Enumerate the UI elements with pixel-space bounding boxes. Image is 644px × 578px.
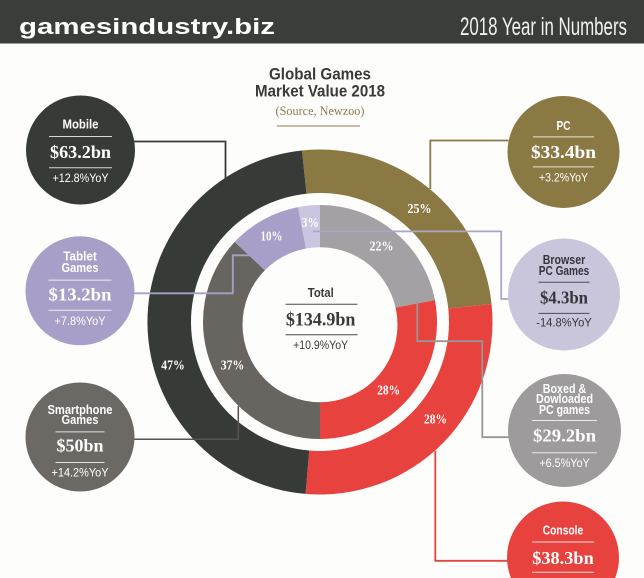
svg-text:PC games: PC games xyxy=(539,403,590,417)
svg-text:Smartphone: Smartphone xyxy=(48,403,113,417)
svg-text:Global Games: Global Games xyxy=(269,66,371,84)
svg-text:22%: 22% xyxy=(370,240,394,255)
svg-text:37%: 37% xyxy=(221,359,245,374)
svg-text:+7.8%YoY: +7.8%YoY xyxy=(55,314,106,328)
svg-text:$63.2bn: $63.2bn xyxy=(50,142,111,162)
svg-text:+3.2%YoY: +3.2%YoY xyxy=(539,171,588,185)
svg-text:10%: 10% xyxy=(261,229,283,244)
svg-text:PC Games: PC Games xyxy=(539,264,590,278)
svg-text:3%: 3% xyxy=(302,216,319,231)
svg-text:Console: Console xyxy=(543,523,584,537)
svg-text:Total: Total xyxy=(308,286,334,300)
svg-text:$4.3bn: $4.3bn xyxy=(540,288,588,308)
svg-text:+12.8%YoY: +12.8%YoY xyxy=(53,171,109,185)
svg-text:+14.2%YoY: +14.2%YoY xyxy=(52,465,109,479)
svg-text:+6.5%YoY: +6.5%YoY xyxy=(539,456,590,470)
svg-text:2018 Year in Numbers: 2018 Year in Numbers xyxy=(460,13,627,41)
svg-text:28%: 28% xyxy=(424,412,447,427)
svg-text:$50bn: $50bn xyxy=(57,436,104,456)
svg-text:+10.9%YoY: +10.9%YoY xyxy=(293,338,348,352)
svg-text:Boxed &: Boxed & xyxy=(543,382,587,396)
svg-text:$38.3bn: $38.3bn xyxy=(532,548,594,568)
svg-text:Games: Games xyxy=(62,261,99,275)
svg-text:Mobile: Mobile xyxy=(63,117,99,131)
svg-text:Market Value 2018: Market Value 2018 xyxy=(255,83,385,101)
svg-text:$134.9bn: $134.9bn xyxy=(286,310,356,330)
svg-text:gamesindustry.biz: gamesindustry.biz xyxy=(19,14,275,39)
svg-text:28%: 28% xyxy=(377,384,400,399)
svg-text:25%: 25% xyxy=(408,202,432,217)
svg-text:Tablet: Tablet xyxy=(63,250,97,264)
svg-text:$13.2bn: $13.2bn xyxy=(49,285,112,305)
svg-text:Games: Games xyxy=(62,413,99,427)
svg-text:(Source, Newzoo): (Source, Newzoo) xyxy=(276,104,365,118)
svg-text:47%: 47% xyxy=(161,359,185,374)
svg-text:$29.2bn: $29.2bn xyxy=(533,426,596,446)
svg-text:$33.4bn: $33.4bn xyxy=(531,142,596,162)
svg-text:Browser: Browser xyxy=(543,253,586,267)
svg-text:Dowloaded: Dowloaded xyxy=(536,392,593,406)
svg-text:PC: PC xyxy=(557,119,571,133)
svg-text:-14.8%YoY: -14.8%YoY xyxy=(536,315,592,329)
